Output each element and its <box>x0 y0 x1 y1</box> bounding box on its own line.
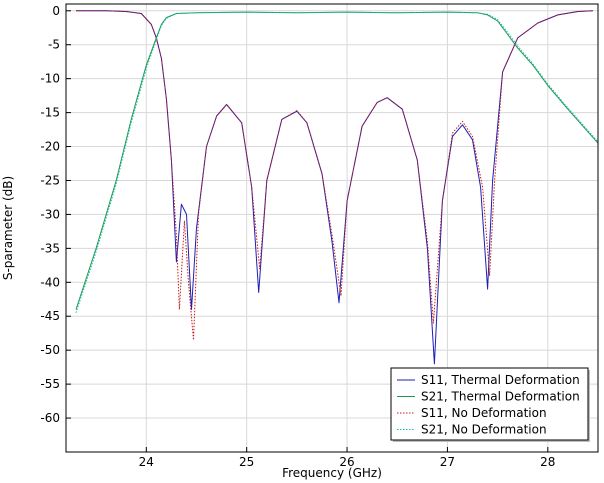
y-tick-label: -40 <box>40 275 60 289</box>
y-tick-label: -30 <box>40 207 60 221</box>
y-tick-label: -45 <box>40 309 60 323</box>
y-axis-ticks: 0 -5 -10 -15 -20 -25 -30 -35 -40 -45 -50 -55 -60 <box>40 4 71 425</box>
x-axis-label: Frequency (GHz) <box>282 466 382 480</box>
legend-label: S21, Thermal Deformation <box>421 390 580 404</box>
x-tick-label: 27 <box>440 455 455 469</box>
y-tick-label: -20 <box>40 140 60 154</box>
plot-frame <box>65 3 599 453</box>
y-tick-label: -55 <box>40 377 60 391</box>
x-tick-label: 25 <box>239 455 254 469</box>
x-axis-ticks: 24 25 26 27 28 <box>139 447 555 469</box>
x-tick-label: 24 <box>139 455 154 469</box>
grid <box>66 4 598 452</box>
legend-box <box>390 367 589 441</box>
y-tick-label: -35 <box>40 241 60 255</box>
y-tick-label: 0 <box>52 4 60 18</box>
y-axis-label: S-parameter (dB) <box>1 176 15 280</box>
legend-label: S11, Thermal Deformation <box>421 373 580 387</box>
series-line-4 <box>75 11 599 313</box>
y-tick-label: -15 <box>40 106 60 120</box>
y-tick-label: -10 <box>40 72 60 86</box>
y-tick-label: -25 <box>40 173 60 187</box>
x-tick-label: 28 <box>540 455 555 469</box>
x-tick-label: 26 <box>339 455 354 469</box>
series-group <box>75 10 599 365</box>
y-tick-label: -5 <box>48 38 60 52</box>
y-tick-label: -60 <box>40 411 60 425</box>
legend-label: S11, No Deformation <box>421 406 547 420</box>
y-tick-label: -50 <box>40 343 60 357</box>
legend: S11, Thermal Deformation S21, Thermal Def… <box>390 367 590 442</box>
legend-label: S21, No Deformation <box>421 423 547 437</box>
